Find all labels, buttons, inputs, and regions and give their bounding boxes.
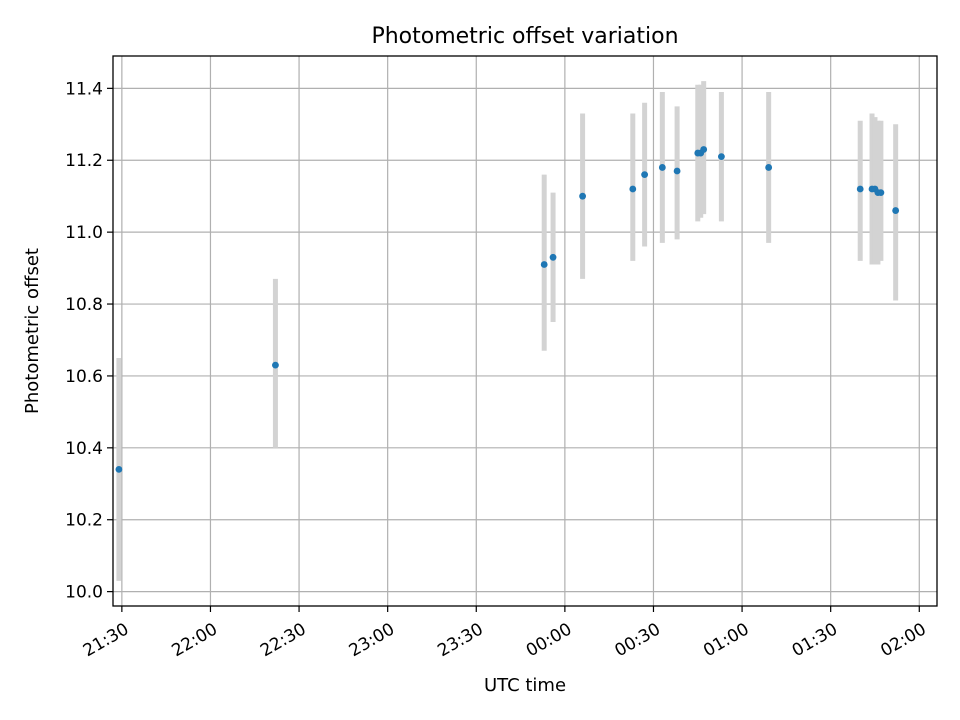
x-tick-label: 21:30: [80, 619, 132, 661]
x-tick-label: 00:00: [523, 619, 575, 661]
data-points: [115, 146, 900, 473]
data-point: [718, 153, 725, 161]
data-point: [673, 167, 681, 175]
x-tick-label: 23:30: [434, 619, 486, 661]
data-point: [877, 189, 885, 197]
x-tick-label: 23:00: [346, 619, 398, 661]
data-point: [272, 361, 279, 369]
grid: [113, 56, 937, 606]
data-point: [892, 207, 900, 214]
y-tick-label: 10.0: [65, 583, 103, 603]
data-point: [765, 164, 773, 171]
y-tick-label: 11.2: [65, 151, 103, 171]
x-tick-label: 01:30: [789, 619, 841, 661]
x-tick-label: 00:30: [612, 619, 664, 661]
x-tick-label: 01:00: [700, 619, 752, 661]
x-tick-label: 22:00: [169, 619, 221, 661]
y-tick-label: 10.8: [65, 295, 103, 315]
data-point: [700, 146, 708, 153]
x-axis-label: UTC time: [484, 675, 566, 696]
y-tick-label: 11.0: [65, 223, 103, 243]
data-point: [579, 192, 586, 200]
plot-frame: [112, 55, 938, 607]
x-axis-ticks: 21:30 22:00 22:30 23:00 23:30 00:00 00:30 01:00…: [80, 606, 930, 661]
data-point: [549, 253, 557, 261]
data-point: [540, 261, 548, 268]
data-point: [658, 164, 666, 171]
y-tick-label: 11.4: [65, 79, 103, 99]
data-point: [641, 171, 649, 179]
data-point: [115, 465, 123, 473]
data-point: [856, 185, 864, 193]
x-tick-label: 02:00: [877, 619, 929, 661]
errorbars: [116, 81, 899, 581]
y-tick-label: 10.2: [65, 511, 103, 531]
x-tick-label: 22:30: [257, 619, 309, 661]
chart-title: Photometric offset variation: [371, 24, 678, 49]
y-axis-ticks: 10.0 10.2 10.4 10.6 10.8 11.0 11.2 11.4: [65, 79, 113, 603]
y-tick-label: 10.6: [65, 367, 103, 387]
y-tick-label: 10.4: [65, 439, 103, 459]
y-axis-label: Photometric offset: [22, 248, 43, 414]
data-point: [629, 185, 637, 193]
